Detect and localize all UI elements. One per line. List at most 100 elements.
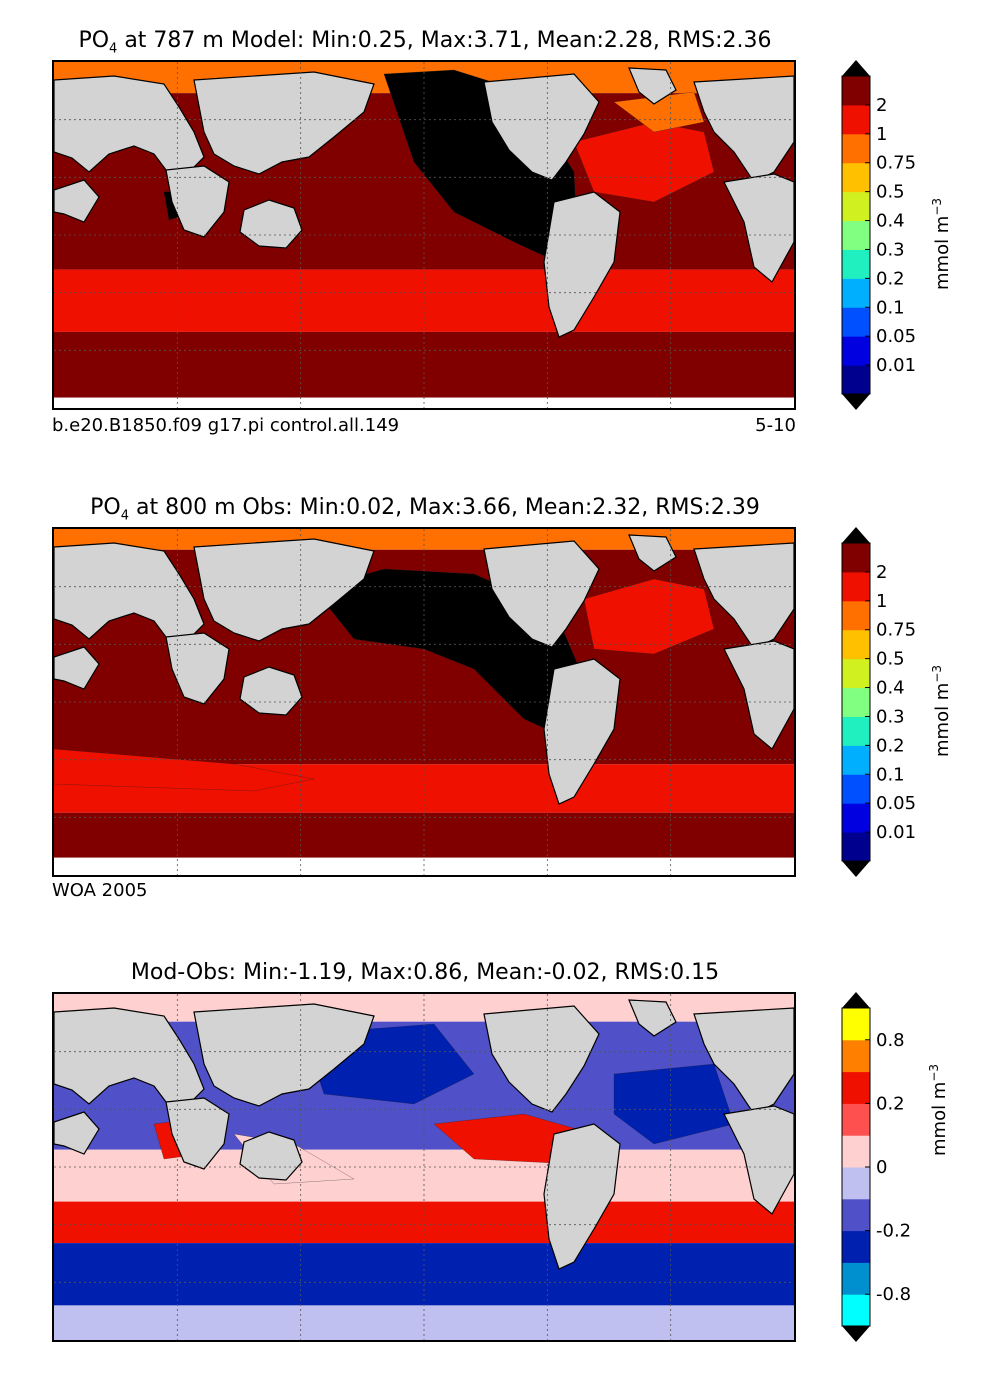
colorbar-tick-label: 0.5	[876, 649, 905, 670]
title-text: at 787 m Model: Min:0.25, Max:3.71, Mean…	[124, 28, 772, 53]
colorbar-segment	[842, 1294, 870, 1327]
colorbar-tick-label: 0.2	[876, 268, 905, 289]
land-mass	[193, 1003, 375, 1107]
land-mass	[239, 1131, 303, 1181]
colorbar-segment	[842, 745, 870, 775]
ocean-band	[54, 857, 794, 875]
caption-left: b.e20.B1850.f09 g17.pi control.all.149	[52, 415, 400, 436]
chart-title: Mod-Obs: Min:-1.19, Max:0.86, Mean:-0.02…	[0, 960, 850, 986]
colorbar-segment	[842, 774, 870, 804]
land-mass	[628, 999, 677, 1037]
colorbar-tick-label: 0.4	[876, 678, 905, 699]
land-mass	[239, 199, 303, 249]
chart-title: PO4 at 787 m Model: Min:0.25, Max:3.71, …	[0, 28, 850, 62]
map-svg	[54, 994, 794, 1340]
colorbar-tick-label: 0.75	[876, 153, 916, 174]
land-mass	[723, 173, 794, 283]
colorbar-tick-label: 2	[876, 95, 887, 116]
colorbar-segment	[842, 687, 870, 717]
colorbar-segment	[842, 336, 870, 366]
map-svg	[54, 529, 794, 875]
unit-superscript: −3	[930, 197, 944, 216]
colorbar-segment	[842, 832, 870, 862]
land-mass	[54, 1111, 100, 1155]
colorbar-tick-label: 0.75	[876, 620, 916, 641]
colorbar-segment	[842, 162, 870, 193]
land-mass	[543, 1123, 621, 1270]
colorbar-segment	[842, 191, 870, 222]
colorbar-segment	[842, 1167, 870, 1200]
title-text: Mod-Obs: Min:-1.19, Max:0.86, Mean:-0.02…	[130, 960, 720, 985]
colorbar-segment	[842, 1135, 870, 1168]
land-mass	[483, 73, 600, 181]
title-subscript: 4	[109, 41, 118, 57]
colorbar-segment	[842, 1039, 870, 1073]
land-mass	[54, 646, 100, 690]
colorbar-frame	[841, 542, 871, 862]
colorbar-svg: 0.01 0.05 0.1 0.2 0.3 0.4 0.5 0.75 1 2	[841, 527, 916, 877]
ocean-band	[54, 269, 794, 332]
colorbar-extend-top	[842, 527, 870, 543]
colorbar-segment	[842, 629, 870, 660]
caption-right: 5-10	[755, 415, 796, 436]
unit-text: mmol m	[932, 682, 953, 757]
land-mass	[193, 538, 375, 642]
title-text: at 800 m Obs: Min:0.02, Max:3.66, Mean:2…	[135, 495, 760, 520]
colorbar-tick-label: 0.01	[876, 822, 916, 843]
colorbar-segment	[842, 1103, 870, 1136]
colorbar-segment	[842, 104, 870, 135]
colorbar-segment	[842, 600, 870, 631]
colorbar-svg: 0.01 0.05 0.1 0.2 0.3 0.4 0.5 0.75 1 2	[841, 60, 916, 410]
map-plot	[52, 60, 796, 410]
map-plot	[52, 527, 796, 877]
unit-text: mmol m	[929, 1081, 950, 1156]
colorbar-segment	[842, 307, 870, 337]
colorbar-unit: mmol m−3	[927, 1064, 950, 1156]
colorbar: -0.8 -0.2 0 0.2 0.8	[841, 992, 911, 1342]
colorbar-tick-label: 0.1	[876, 764, 905, 785]
colorbar-tick-label: 0.1	[876, 297, 905, 318]
colorbar-tick-label: 0.3	[876, 706, 905, 727]
colorbar-extend-bottom	[842, 861, 870, 877]
unit-superscript: −3	[927, 1063, 941, 1082]
colorbar-tick-label: -0.8	[876, 1284, 911, 1305]
colorbar-frame	[841, 75, 871, 395]
colorbar-segment	[842, 1008, 870, 1041]
colorbar-segment	[842, 1230, 870, 1263]
colorbar-unit: mmol m−3	[930, 665, 953, 757]
colorbar-tick-label: 0.2	[876, 1093, 905, 1114]
unit-text: mmol m	[932, 215, 953, 290]
ocean-band	[54, 1201, 794, 1244]
colorbar-tick-label: 1	[876, 124, 887, 145]
colorbar-tick-label: 2	[876, 562, 887, 583]
colorbar-unit: mmol m−3	[930, 198, 953, 290]
colorbar-segment	[842, 1071, 870, 1104]
colorbar-tick-label: 0.2	[876, 735, 905, 756]
land-mass	[239, 666, 303, 716]
colorbar-tick-label: 0.5	[876, 182, 905, 203]
land-mass	[165, 632, 230, 705]
colorbar-segment	[842, 716, 870, 746]
colorbar-segment	[842, 571, 870, 602]
colorbar: 0.01 0.05 0.1 0.2 0.3 0.4 0.5 0.75 1 2	[841, 60, 916, 410]
ocean-region	[613, 1063, 735, 1145]
land-mass	[165, 165, 230, 238]
colorbar-segment	[842, 543, 870, 573]
land-mass	[723, 1105, 794, 1215]
panel-model: PO4 at 787 m Model: Min:0.25, Max:3.71, …	[0, 0, 985, 458]
colorbar-segment	[842, 76, 870, 106]
title-variable: PO	[90, 495, 121, 520]
panel-diff: Mod-Obs: Min:-1.19, Max:0.86, Mean:-0.02…	[0, 934, 985, 1392]
colorbar-segment	[842, 220, 870, 250]
colorbar-extend-bottom	[842, 1326, 870, 1342]
ocean-region	[583, 578, 715, 655]
land-mass	[723, 640, 794, 750]
land-mass	[165, 1097, 230, 1170]
colorbar-segment	[842, 658, 870, 689]
map-plot	[52, 992, 796, 1342]
land-mass	[483, 540, 600, 648]
colorbar-tick-label: -0.2	[876, 1221, 911, 1242]
colorbar-tick-label: 0.3	[876, 239, 905, 260]
caption-left: WOA 2005	[52, 880, 148, 901]
title-subscript: 4	[120, 508, 129, 524]
